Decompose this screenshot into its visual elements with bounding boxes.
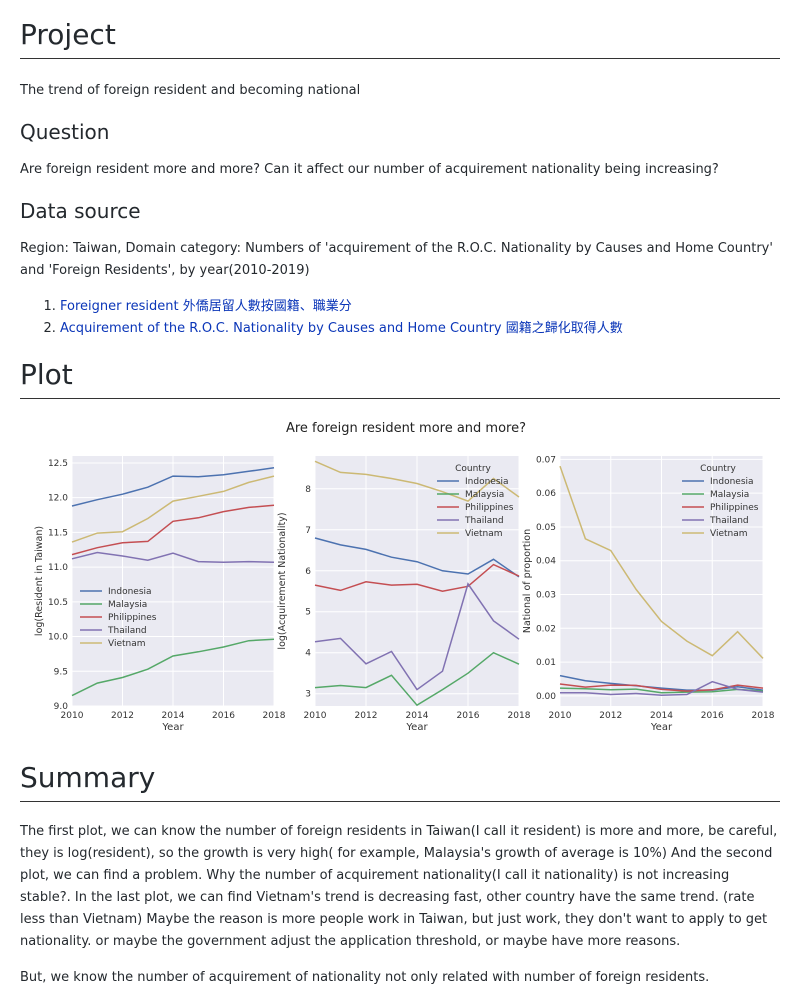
legend-title: Country (455, 464, 491, 474)
x-tick-label: 2010 (549, 711, 572, 721)
series-line-indonesia (559, 674, 764, 691)
series-line-thailand (560, 680, 764, 696)
figure-svg: Are foreign resident more and more? 2010… (34, 421, 775, 733)
series-line-malaysia (71, 638, 275, 697)
series-line-philippines (71, 504, 275, 556)
series-line-thailand (71, 551, 275, 563)
x-tick-label: 2018 (752, 711, 775, 721)
legend-label: Thailand (464, 516, 504, 526)
series-line-malaysia (559, 687, 764, 694)
y-tick-label: 0.02 (536, 624, 556, 634)
legend-label: Indonesia (710, 477, 754, 487)
legend-label: Malaysia (710, 490, 749, 500)
legend-label: Indonesia (108, 587, 152, 597)
y-tick-label: 0.03 (536, 591, 556, 601)
list-item: Foreigner resident 外僑居留人數按國籍、職業分 (60, 296, 800, 318)
foreign-resident-link[interactable]: Foreigner resident 外僑居留人數按國籍、職業分 (60, 299, 352, 314)
summary-paragraph-1: The first plot, we can know the number o… (20, 824, 778, 949)
legend-title: Country (700, 464, 736, 474)
x-tick-label: 2014 (650, 711, 673, 721)
legend-label: Vietnam (465, 529, 503, 539)
legend-label: Malaysia (465, 490, 504, 500)
y-tick-label: 6 (305, 567, 311, 577)
plot-heading: Plot (20, 358, 780, 399)
x-axis-label: Year (650, 722, 673, 733)
y-axis-label: National of proportion (522, 529, 533, 633)
resident-chart: 2010 2012 2014 2016 2018 9.0 9.5 10.0 10.5 11.0 11… (34, 456, 286, 733)
y-tick-label: 10.5 (48, 598, 68, 608)
y-tick-label: 0.07 (536, 455, 556, 465)
y-tick-label: 11.5 (48, 528, 68, 538)
summary-heading: Summary (20, 761, 780, 802)
y-axis-label: log(Acquirement Nationality) (277, 512, 288, 649)
project-heading: Project (20, 18, 780, 59)
data-source-text: Region: Taiwan, Domain category: Numbers… (20, 241, 773, 278)
legend-label: Thailand (709, 516, 749, 526)
legend-label: Philippines (710, 503, 759, 513)
y-tick-label: 12.0 (48, 494, 68, 504)
y-tick-label: 11.0 (48, 563, 68, 573)
x-tick-label: 2012 (599, 711, 622, 721)
series-line-vietnam (559, 465, 764, 659)
nationality-link[interactable]: Acquirement of the R.O.C. Nationality by… (60, 321, 623, 336)
summary-section: Summary (20, 761, 780, 802)
legend-label: Philippines (108, 613, 157, 623)
list-item: Acquirement of the R.O.C. Nationality by… (60, 318, 800, 340)
x-axis-label: Year (405, 722, 428, 733)
x-tick-label: 2010 (61, 711, 84, 721)
legend-label: Malaysia (108, 600, 147, 610)
y-tick-label: 9.0 (54, 702, 69, 712)
y-tick-label: 3 (305, 690, 311, 700)
y-tick-label: 0.00 (536, 692, 556, 702)
question-text: Are foreign resident more and more? Can … (20, 162, 719, 177)
x-tick-label: 2018 (508, 711, 531, 721)
y-tick-label: 0.01 (536, 658, 556, 668)
x-tick-label: 2012 (355, 711, 378, 721)
y-tick-label: 0.06 (536, 489, 556, 499)
y-tick-label: 7 (305, 526, 311, 536)
legend-label: Thailand (107, 626, 147, 636)
series-line-thailand (314, 582, 520, 691)
plot-section: Plot (20, 358, 780, 399)
series-line-vietnam (314, 460, 520, 502)
data-source-list: Foreigner resident 外僑居留人數按國籍、職業分 Acquire… (20, 296, 800, 340)
x-tick-label: 2016 (457, 711, 480, 721)
x-tick-label: 2014 (162, 711, 185, 721)
y-tick-label: 0.05 (536, 523, 556, 533)
x-tick-label: 2010 (304, 711, 327, 721)
legend-label: Vietnam (710, 529, 748, 539)
x-tick-label: 2016 (701, 711, 724, 721)
x-tick-label: 2016 (212, 711, 235, 721)
y-tick-label: 10.0 (48, 633, 68, 643)
x-axis-label: Year (161, 722, 184, 733)
y-tick-label: 5 (305, 608, 311, 618)
series-line-indonesia (314, 537, 520, 578)
project-description: The trend of foreign resident and becomi… (20, 83, 361, 98)
y-axis-label: log(Resident in Taiwan) (34, 526, 45, 636)
figure-suptitle: Are foreign resident more and more? (286, 421, 526, 436)
legend-label: Indonesia (465, 477, 509, 487)
y-tick-label: 8 (305, 485, 311, 495)
x-tick-label: 2018 (263, 711, 286, 721)
series-line-vietnam (71, 475, 275, 543)
figure: Are foreign resident more and more? 2010… (20, 408, 780, 748)
series-line-malaysia (314, 651, 520, 707)
series-line-indonesia (71, 467, 275, 507)
x-tick-label: 2012 (111, 711, 134, 721)
legend-label: Vietnam (108, 639, 146, 649)
series-line-philippines (314, 563, 520, 592)
y-tick-label: 12.5 (48, 459, 68, 469)
y-tick-label: 9.5 (54, 667, 68, 677)
legend-label: Philippines (465, 503, 514, 513)
question-heading: Question (20, 120, 110, 144)
y-tick-label: 4 (305, 649, 311, 659)
data-source-heading: Data source (20, 199, 141, 223)
summary-paragraph-2: But, we know the number of acquirement o… (20, 970, 710, 985)
nationality-chart: 2010 2012 2014 2016 2018 3 4 5 6 7 8 Year log(Acquir… (277, 456, 531, 733)
proportion-chart: 2010 2012 2014 2016 2018 0.00 0.01 0.02 0.03 0.04… (522, 455, 775, 733)
y-tick-label: 0.04 (536, 557, 556, 567)
x-tick-label: 2014 (406, 711, 429, 721)
project-section: Project (20, 18, 780, 59)
